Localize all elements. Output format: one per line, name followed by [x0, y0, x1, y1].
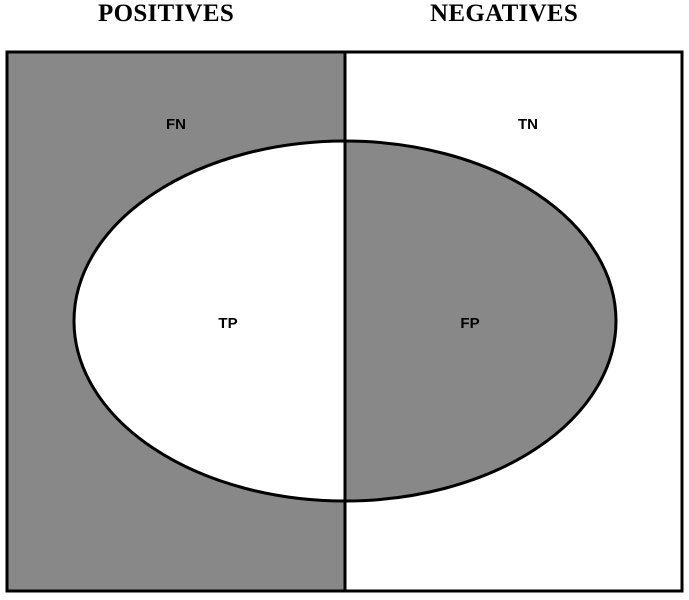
- negatives-header: NEGATIVES: [430, 0, 579, 27]
- positives-header: POSITIVES: [98, 0, 235, 27]
- false-positive-label: FP: [460, 315, 479, 332]
- false-positive-region: [345, 141, 616, 501]
- true-negative-label: TN: [518, 116, 538, 133]
- true-positive-region: [74, 141, 345, 501]
- true-positive-label: TP: [218, 315, 237, 332]
- false-negative-label: FN: [166, 116, 186, 133]
